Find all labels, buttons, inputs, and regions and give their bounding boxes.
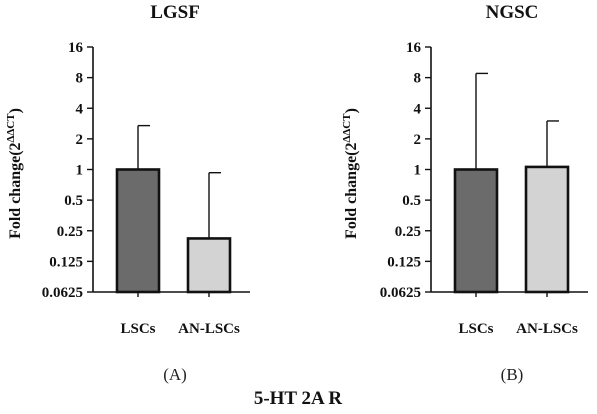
chart-0-category-label: AN-LSCs [178, 321, 240, 337]
chart-0-y-axis-label-main: Fold change(2 [7, 142, 24, 238]
chart-0-category-label: LSCs [120, 321, 155, 337]
chart-0-y-tick-label: 4 [76, 101, 84, 117]
chart-1-panel-label: (B) [501, 365, 524, 384]
chart-0-y-tick-label: 0.5 [64, 193, 83, 209]
chart-1-y-tick-label: 0.5 [402, 193, 421, 209]
chart-1-y-tick-label: 2 [414, 132, 422, 148]
chart-0-y-tick-label: 0.125 [49, 254, 83, 270]
chart-0-panel-label: (A) [163, 365, 187, 384]
chart-0-y-tick-label: 16 [68, 40, 84, 56]
chart-1-bar-lscs [453, 168, 499, 294]
chart-0-y-axis-label-close: ) [7, 108, 24, 113]
chart-1-category-label: LSCs [458, 321, 493, 337]
chart-0-title: LGSF [150, 2, 200, 23]
chart-1-y-tick-label: 0.125 [387, 254, 421, 270]
figure-caption: 5-HT 2A R [254, 388, 343, 409]
chart-1-y-axis-label-close: ) [343, 108, 360, 113]
chart-1-y-tick-label: 16 [406, 40, 422, 56]
chart-1-category-label: AN-LSCs [516, 321, 578, 337]
chart-0-bar-lscs [115, 168, 161, 294]
chart-0-y-tick-label: 0.25 [57, 224, 83, 240]
chart-0-y-axis-label: Fold change(2ΔΔCT) [5, 108, 24, 239]
chart-1-y-axis-label-main: Fold change(2 [343, 142, 360, 238]
chart-0-y-axis-label-superscript: ΔΔCT [5, 113, 17, 143]
chart-1-y-tick-label: 1 [414, 163, 422, 179]
chart-0-bar-an-lscs [186, 237, 232, 294]
chart-1-y-tick-label: 4 [414, 101, 422, 117]
chart-0-y-tick-label: 0.0625 [42, 285, 83, 301]
chart-1-y-axis-label-superscript: ΔΔCT [341, 113, 353, 143]
chart-1-bar-an-lscs [524, 165, 570, 294]
chart-1-y-tick-label: 0.25 [395, 224, 421, 240]
chart-0-y-tick-label: 8 [76, 71, 84, 87]
chart-panel-ngsc: NGSC Fold change(2ΔΔCT) 0.0625 0.125 0.25 0.5… [341, 2, 588, 384]
chart-0-y-tick-label: 1 [76, 163, 84, 179]
chart-1-y-tick-label: 8 [414, 71, 422, 87]
chart-1-y-axis-label: Fold change(2ΔΔCT) [341, 108, 360, 239]
chart-panel-lgsf: LGSF Fold change(2ΔΔCT) 0.0625 0.125 0.25 0.5… [5, 2, 250, 384]
chart-1-title: NGSC [486, 2, 539, 23]
chart-0-y-tick-label: 2 [76, 132, 84, 148]
chart-1-y-tick-label: 0.0625 [380, 285, 421, 301]
